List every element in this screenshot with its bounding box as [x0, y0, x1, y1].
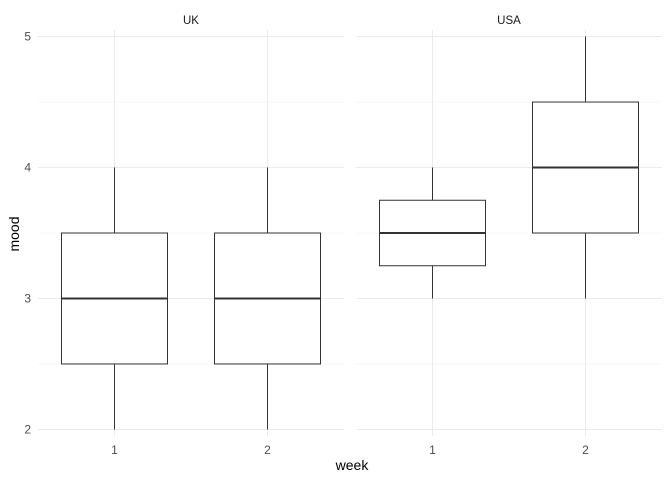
y-axis-title: mood: [6, 216, 22, 251]
y-tick-label: 2: [24, 422, 31, 436]
x-tick-label: 1: [111, 443, 118, 457]
marks-layer: [61, 36, 639, 430]
x-axis-title: week: [335, 457, 370, 473]
facet-strip-label: UK: [183, 15, 199, 27]
facet-strip-label: USA: [497, 15, 521, 27]
box-group: [214, 167, 321, 430]
labels-layer: 2 3 4 5 1 2 UK 1 2 USA: [24, 15, 589, 457]
x-tick-label: 2: [582, 443, 589, 457]
y-tick-label: 3: [24, 291, 31, 305]
box-group: [61, 167, 168, 430]
y-tick-label: 5: [24, 30, 31, 44]
y-tick-label: 4: [24, 161, 31, 175]
x-tick-label: 1: [429, 443, 436, 457]
box-group: [379, 167, 486, 299]
x-tick-label: 2: [264, 443, 271, 457]
box-group: [532, 36, 639, 299]
